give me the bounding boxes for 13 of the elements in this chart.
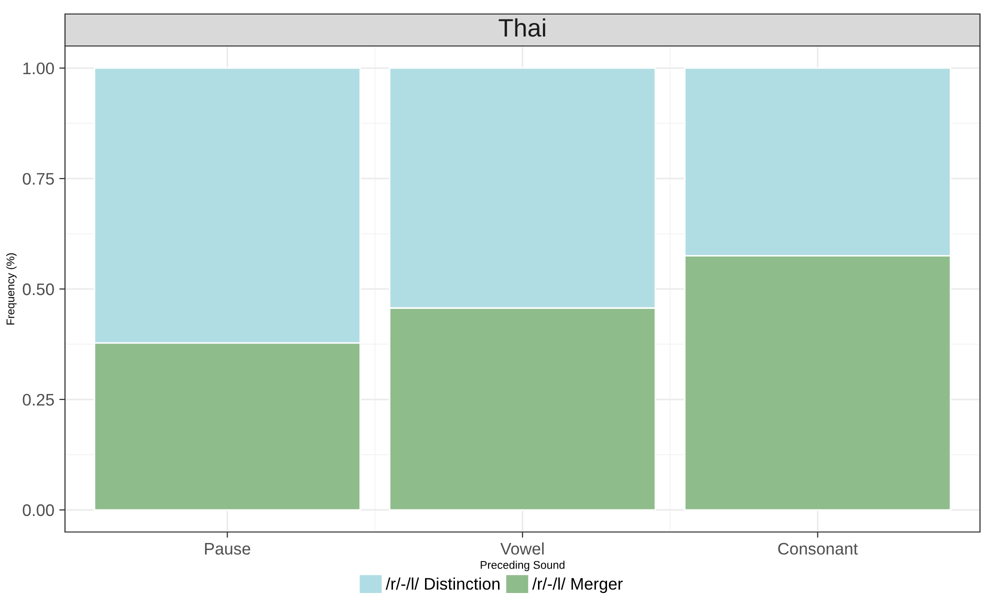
chart-title: Thai [498, 18, 546, 37]
y-axis-title: Frequency (%) [6, 253, 17, 325]
y-tick-label: 1.00 [23, 62, 54, 74]
legend-label: /r/-/l/ Distinction [386, 578, 500, 590]
legend-label: /r/-/l/ Merger [532, 578, 623, 594]
y-tick-label: 0.00 [22, 504, 54, 516]
x-tick-label: Vowel [500, 542, 544, 555]
y-tick-label: 0.50 [22, 283, 54, 296]
x-tick-label: Pause [205, 543, 250, 555]
y-tick-label: 0.25 [22, 394, 54, 406]
y-tick-label: 0.75 [22, 172, 54, 185]
x-tick-label: Consonant [778, 542, 858, 555]
x-axis-title: Preceding Sound [480, 560, 564, 572]
